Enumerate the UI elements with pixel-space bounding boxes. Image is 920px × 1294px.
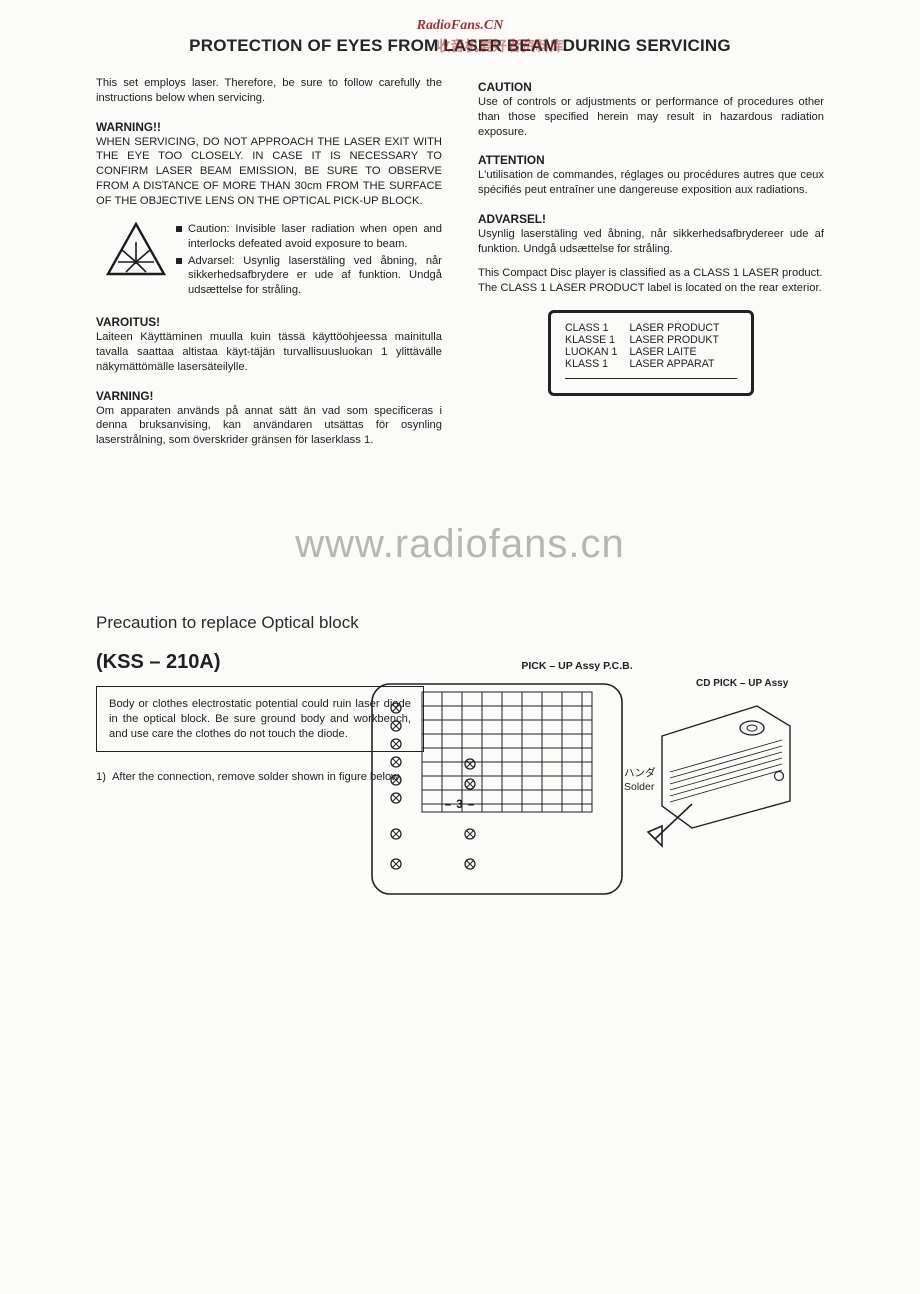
caution-bullet-block: Caution: Invisible laser radiation when … bbox=[176, 222, 442, 299]
page-title: PROTECTION OF EYES FROM LASER BEAM DURIN… bbox=[96, 36, 824, 56]
laser-class-label-box: CLASS 1LASER PRODUCT KLASSE 1LASER PRODU… bbox=[548, 310, 754, 396]
caution-bullet-2: Advarsel: Usynlig laserstäling ved åbnin… bbox=[188, 254, 442, 298]
attention-heading: ATTENTION bbox=[478, 153, 824, 167]
caution-text: Use of controls or adjustments or perfor… bbox=[478, 95, 824, 139]
varoitus-heading: VAROITUS! bbox=[96, 315, 442, 329]
class-text-1: This Compact Disc player is classified a… bbox=[478, 266, 824, 281]
precaution-heading: Precaution to replace Optical block bbox=[96, 613, 824, 633]
varning-text: Om apparaten används på annat sätt än va… bbox=[96, 404, 442, 448]
diagram-label-jp: ハンダ bbox=[624, 766, 656, 779]
class-text-2: The CLASS 1 LASER PRODUCT label is locat… bbox=[478, 281, 824, 296]
page-number: – 3 – bbox=[0, 799, 920, 811]
step-number: 1) bbox=[96, 770, 106, 785]
bullet-icon bbox=[176, 226, 182, 232]
bullet-icon bbox=[176, 258, 182, 264]
diagram-area: PICK – UP Assy P.C.B. bbox=[362, 660, 792, 906]
table-row: LUOKAN 1LASER LAITE bbox=[565, 346, 737, 358]
pickup-diagram-svg: ハンダ Solder CD PICK – UP Assy bbox=[362, 676, 792, 906]
step-text: After the connection, remove solder show… bbox=[112, 770, 402, 785]
diagram-label-solder: Solder bbox=[624, 781, 655, 793]
attention-text: L'utilisation de commandes, réglages ou … bbox=[478, 168, 824, 198]
laser-class-table: CLASS 1LASER PRODUCT KLASSE 1LASER PRODU… bbox=[565, 322, 737, 370]
varning-heading: VARNING! bbox=[96, 389, 442, 403]
intro-paragraph: This set employs laser. Therefore, be su… bbox=[96, 76, 442, 106]
caution-heading: CAUTION bbox=[478, 80, 824, 94]
warning-text: WHEN SERVICING, DO NOT APPROACH THE LASE… bbox=[96, 135, 442, 209]
warning-heading: WARNING!! bbox=[96, 120, 442, 134]
left-column: This set employs laser. Therefore, be su… bbox=[96, 76, 442, 462]
title-text: PROTECTION OF EYES FROM LASER BEAM DURIN… bbox=[189, 36, 731, 55]
diagram-title: PICK – UP Assy P.C.B. bbox=[521, 660, 632, 672]
right-column: CAUTION Use of controls or adjustments o… bbox=[478, 76, 824, 462]
site-brand: RadioFans.CN bbox=[96, 18, 824, 34]
advarsel-text: Usynlig laserstäling ved åbning, når sik… bbox=[478, 227, 824, 257]
table-row: CLASS 1LASER PRODUCT bbox=[565, 322, 737, 334]
caution-bullet-1: Caution: Invisible laser radiation when … bbox=[188, 222, 442, 251]
diagram-label-assy: CD PICK – UP Assy bbox=[696, 678, 789, 689]
varoitus-text: Laiteen Käyttäminen muulla kuin tässä kä… bbox=[96, 330, 442, 374]
advarsel-heading: ADVARSEL! bbox=[478, 212, 824, 226]
watermark: www.radiofans.cn bbox=[96, 522, 824, 567]
table-row: KLASSE 1LASER PRODUKT bbox=[565, 334, 737, 346]
table-row: KLASS 1LASER APPARAT bbox=[565, 358, 737, 370]
laser-warning-icon bbox=[106, 222, 166, 278]
